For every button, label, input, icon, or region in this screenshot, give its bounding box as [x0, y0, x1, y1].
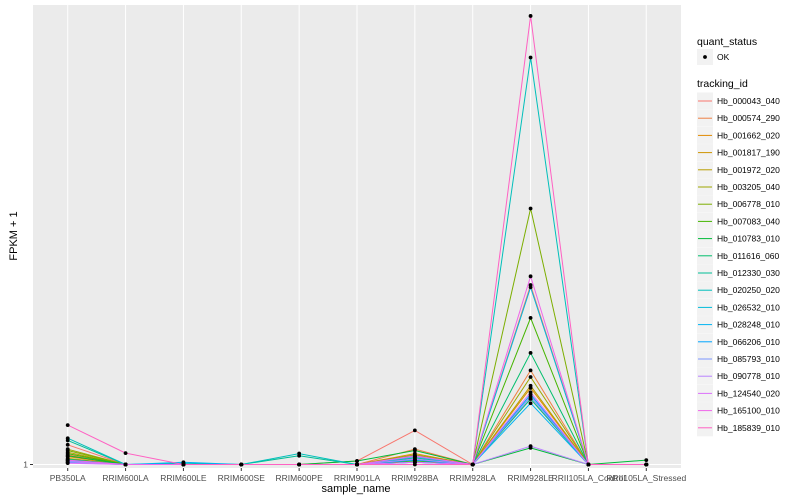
legend-series-label: Hb_000574_290 [717, 113, 780, 123]
x-tick-label: RRIM901LA [334, 473, 381, 483]
legend-point-key [703, 55, 707, 59]
x-tick-label: PB350LA [50, 473, 86, 483]
data-point [528, 351, 533, 355]
data-point [528, 206, 533, 211]
legend-series-label: Hb_006778_010 [717, 199, 780, 209]
data-point [239, 462, 244, 467]
legend-series-label: Hb_026532_010 [717, 302, 780, 312]
legend-shape-title: quant_status [697, 36, 757, 48]
legend-series-label: Hb_001972_020 [717, 165, 780, 175]
data-point [528, 401, 533, 406]
y-axis-ticks: 1 [23, 459, 33, 469]
data-point [65, 423, 70, 428]
x-tick-label: RRIM600PE [276, 473, 324, 483]
x-tick-label: RRII105LA_Control [552, 473, 626, 483]
data-point [65, 442, 70, 447]
data-point [412, 448, 417, 453]
data-point [528, 55, 533, 60]
x-tick-label: RRIM928BA [391, 473, 439, 483]
data-points [65, 14, 649, 467]
x-tick-label: RRIM600LE [160, 473, 207, 483]
legend-series-label: Hb_000043_040 [717, 96, 780, 106]
data-point [470, 462, 475, 467]
legend-series-label: Hb_003205_040 [717, 182, 780, 192]
data-point [412, 428, 417, 433]
legend-series-label: Hb_001817_190 [717, 148, 780, 158]
data-point [123, 462, 128, 467]
data-point [412, 453, 417, 458]
data-point [528, 390, 533, 395]
legend-series-label: Hb_020250_020 [717, 285, 780, 295]
y-axis-title: FPKM + 1 [8, 211, 20, 260]
data-point [355, 459, 359, 463]
x-tick-label: RRIM928LA [450, 473, 497, 483]
data-point [528, 14, 533, 18]
data-point [644, 462, 649, 467]
data-point [65, 458, 70, 463]
legend-shape-label: OK [717, 52, 730, 62]
x-axis-title: sample_name [321, 483, 390, 495]
legend-series-label: Hb_090778_010 [717, 371, 780, 381]
x-tick-label: RRIM600LA [102, 473, 149, 483]
data-point [586, 462, 591, 467]
data-point [65, 436, 70, 441]
legend-series-label: Hb_185839_010 [717, 423, 780, 433]
data-point [123, 451, 128, 456]
legend-series-label: Hb_007083_040 [717, 216, 780, 226]
data-point [65, 448, 70, 453]
data-point [65, 461, 70, 466]
legend-series-label: Hb_028248_010 [717, 320, 780, 330]
data-point [297, 451, 302, 456]
data-point [412, 457, 417, 462]
legend-series-label: Hb_012330_030 [717, 268, 780, 278]
legend-series-label: Hb_066206_010 [717, 337, 780, 347]
x-axis-ticks: PB350LA RRIM600LA RRIM600LE RRIM600SE RRIM60… [50, 468, 686, 483]
data-point [528, 368, 533, 373]
legend-series-label: Hb_124540_020 [717, 388, 780, 398]
data-point [528, 285, 533, 290]
x-tick-label: RRIM600SE [218, 473, 266, 483]
data-point [65, 453, 70, 458]
data-point [528, 274, 533, 279]
legend-series-label: Hb_011616_060 [717, 251, 780, 261]
data-point [528, 444, 533, 449]
data-point [644, 458, 649, 463]
data-point [528, 383, 533, 388]
x-tick-label: RRIM928LE [507, 473, 554, 483]
data-point [528, 394, 533, 399]
data-point [528, 375, 533, 379]
data-point [181, 462, 186, 467]
legend-color-title: tracking_id [697, 78, 748, 90]
legend-series-label: Hb_165100_010 [717, 406, 780, 416]
data-point [297, 462, 302, 467]
x-tick-label: RRII105LA_Stressed [606, 473, 686, 483]
y-tick-label: 1 [23, 459, 28, 469]
data-point [412, 462, 417, 467]
legend: quant_status OK tracking_id Hb_000043_04… [697, 36, 780, 437]
legend-series-label: Hb_001662_020 [717, 130, 780, 140]
legend-series-label: Hb_010783_010 [717, 234, 780, 244]
legend-color-items: Hb_000043_040 Hb_000574_290 Hb_001662_020 H… [697, 92, 780, 437]
data-point [355, 462, 359, 467]
legend-shape-items: OK [697, 49, 730, 65]
legend-series-label: Hb_085793_010 [717, 354, 780, 364]
data-point [528, 315, 533, 320]
